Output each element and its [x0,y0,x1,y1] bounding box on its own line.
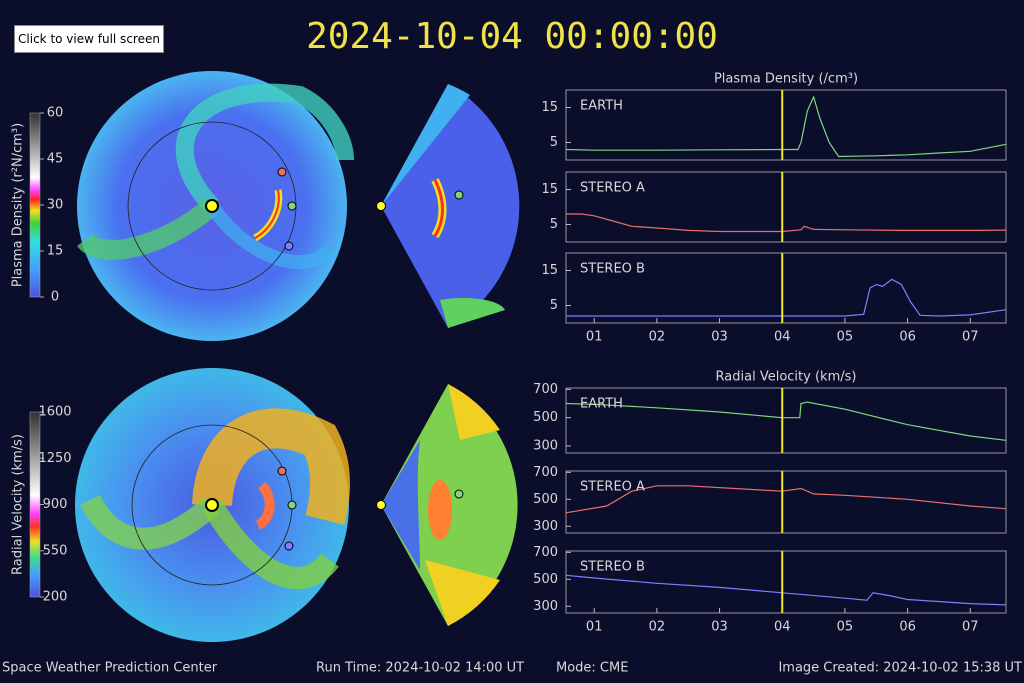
y-tick-label: 300 [533,599,558,614]
colorbar-tick-label: 1250 [38,451,71,466]
y-tick-label: 5 [550,135,558,150]
footer-mode: Mode: CME [556,661,628,676]
density-ecliptic-view [77,71,354,341]
y-tick-label: 500 [533,492,558,507]
y-tick-label: 15 [541,100,558,115]
x-tick-label: 06 [899,620,916,635]
x-tick-label: 01 [586,620,603,635]
x-tick-label: 02 [649,330,666,345]
velocity-ecliptic-view [75,368,350,642]
panel-frame [565,252,1007,324]
y-tick-label: 700 [533,545,558,560]
colorbar [29,112,41,298]
legend-label: STEREO A [580,480,645,495]
colorbar-tick-label: 60 [47,106,64,121]
x-tick-label: 03 [711,330,728,345]
y-tick-label: 5 [550,298,558,313]
panel-frame [565,470,1007,534]
colorbar-tick-label: 1600 [38,405,71,420]
footer-created: Image Created: 2024-10-02 15:38 UT [778,661,1022,676]
legend-label: STEREO B [580,262,645,277]
footer-run-time: Run Time: 2024-10-02 14:00 UT [316,661,524,676]
footer-org: Space Weather Prediction Center [2,661,218,676]
y-tick-label: 700 [533,465,558,480]
panel-frame [565,550,1007,614]
y-tick-label: 700 [533,382,558,397]
colorbar-label: Plasma Density (r²N/cm³) [11,123,26,287]
x-tick-label: 02 [649,620,666,635]
x-tick-label: 03 [711,620,728,635]
y-tick-label: 15 [541,182,558,197]
y-tick-label: 5 [550,217,558,232]
x-tick-label: 04 [774,620,791,635]
series-line [566,278,1007,317]
x-tick-label: 07 [962,620,979,635]
series-line [565,401,1007,441]
series-line [565,485,1007,514]
colorbar-tick-label: 900 [43,497,68,512]
timestamp: 2024-10-04 00:00:00 [306,16,718,57]
colorbar-label: Radial Velocity (km/s) [11,434,26,575]
legend-label: STEREO B [580,560,645,575]
panel-title: Plasma Density (/cm³) [714,72,858,87]
colorbar-tick-label: 45 [47,152,64,167]
time-series-panels: Plasma Density (/cm³) 5 15 EARTH 5 15 STEREO A… [533,72,1007,635]
y-tick-label: 300 [533,438,558,453]
legend-label: EARTH [580,397,623,412]
colorbars: Plasma Density (r²N/cm³) 0 15 30 45 60 Radial … [11,106,72,605]
legend-label: EARTH [580,99,623,114]
x-tick-label: 05 [837,330,854,345]
series-line [565,95,1007,158]
panel-frame [565,387,1007,454]
x-tick-label: 05 [837,620,854,635]
colorbar-tick-label: 0 [51,290,59,305]
legend-label: STEREO A [580,181,645,196]
x-tick-label: 06 [899,330,916,345]
y-tick-label: 300 [533,519,558,534]
panel-title: Radial Velocity (km/s) [716,370,857,385]
fullscreen-button[interactable]: Click to view full screen [14,25,164,53]
x-tick-label: 07 [962,330,979,345]
y-tick-label: 500 [533,572,558,587]
x-tick-label: 04 [774,330,791,345]
panel-frame [565,89,1007,161]
y-tick-label: 15 [541,263,558,278]
series-line [566,213,1007,233]
density-meridional-view [376,84,520,328]
colorbar-tick-label: 30 [47,198,64,213]
colorbar-tick-label: 15 [47,244,64,259]
panel-frame [565,171,1007,243]
velocity-meridional-view [376,384,518,626]
colorbar-tick-label: 200 [43,590,68,605]
series-line [565,574,1007,606]
colorbar [29,411,41,598]
colorbar-tick-label: 550 [43,543,68,558]
y-tick-label: 500 [533,410,558,425]
x-tick-label: 01 [586,330,603,345]
